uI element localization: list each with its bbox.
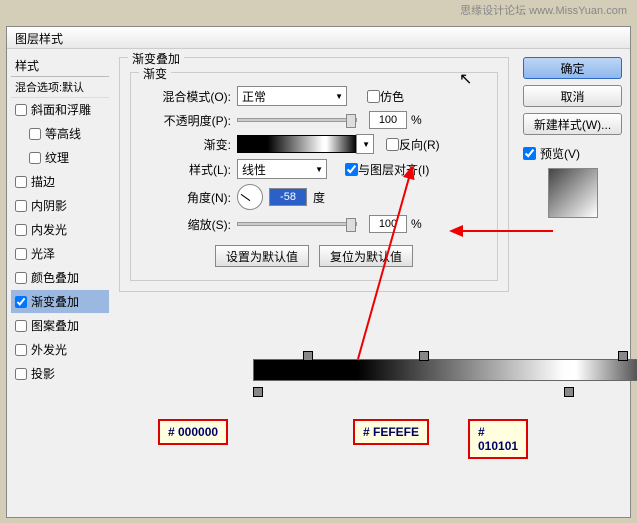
sidebar-item-投影[interactable]: 投影 (11, 362, 109, 386)
sidebar-item-内阴影[interactable]: 内阴影 (11, 194, 109, 218)
opacity-input[interactable] (369, 111, 407, 129)
reverse-checkbox[interactable]: 反向(R) (386, 136, 440, 153)
color-stop[interactable] (253, 387, 263, 397)
scale-input[interactable] (369, 215, 407, 233)
style-checkbox[interactable] (29, 128, 41, 140)
percent-label-2: % (411, 217, 422, 231)
preview-checkbox[interactable]: 预览(V) (523, 145, 622, 162)
color-stop[interactable] (564, 387, 574, 397)
style-label: 纹理 (45, 149, 69, 166)
right-panel: 确定 取消 新建样式(W)... 预览(V) (515, 49, 630, 517)
main-panel: 渐变叠加 渐变 混合模式(O): 正常 仿色 不透明度(P): % (113, 49, 515, 517)
style-checkbox[interactable] (15, 200, 27, 212)
new-style-button[interactable]: 新建样式(W)... (523, 113, 622, 135)
ok-button[interactable]: 确定 (523, 57, 622, 79)
gradient-editor-annotation (253, 359, 637, 389)
sidebar-item-外发光[interactable]: 外发光 (11, 338, 109, 362)
percent-label: % (411, 113, 422, 127)
style-label: 渐变叠加 (31, 293, 79, 310)
style-checkbox[interactable] (15, 248, 27, 260)
sidebar-item-内发光[interactable]: 内发光 (11, 218, 109, 242)
cancel-button[interactable]: 取消 (523, 85, 622, 107)
reset-default-button[interactable]: 复位为默认值 (319, 245, 413, 267)
align-checkbox[interactable]: 与图层对齐(I) (345, 161, 429, 178)
opacity-label: 不透明度(P): (141, 112, 231, 129)
dialog-content: 样式 混合选项:默认 斜面和浮雕等高线纹理描边内阴影内发光光泽颜色叠加渐变叠加图… (7, 49, 630, 517)
dither-checkbox[interactable]: 仿色 (367, 88, 404, 105)
sidebar-item-颜色叠加[interactable]: 颜色叠加 (11, 266, 109, 290)
style-label: 描边 (31, 173, 55, 190)
angle-label: 角度(N): (141, 189, 231, 206)
blend-mode-label: 混合模式(O): (141, 88, 231, 105)
gradient-picker[interactable] (237, 135, 357, 153)
inner-title: 渐变 (139, 65, 171, 82)
sidebar-item-等高线[interactable]: 等高线 (11, 122, 109, 146)
style-label: 图案叠加 (31, 317, 79, 334)
style-label: 样式(L): (141, 161, 231, 178)
scale-slider[interactable] (237, 222, 357, 226)
style-checkbox[interactable] (15, 368, 27, 380)
style-label: 颜色叠加 (31, 269, 79, 286)
style-label: 内发光 (31, 221, 67, 238)
preview-thumbnail (548, 168, 598, 218)
watermark-text: 思缘设计论坛 www.MissYuan.com (460, 2, 627, 18)
opacity-stop[interactable] (303, 351, 313, 361)
opacity-slider[interactable] (237, 118, 357, 122)
blend-mode-dropdown[interactable]: 正常 (237, 86, 347, 106)
sidebar-item-光泽[interactable]: 光泽 (11, 242, 109, 266)
dialog-title: 图层样式 (7, 27, 630, 49)
gradient-dropdown-arrow[interactable] (356, 134, 374, 154)
style-label: 光泽 (31, 245, 55, 262)
color-tag-2: # FEFEFE (353, 419, 429, 445)
style-label: 投影 (31, 365, 55, 382)
sidebar-item-渐变叠加[interactable]: 渐变叠加 (11, 290, 109, 314)
sidebar-item-图案叠加[interactable]: 图案叠加 (11, 314, 109, 338)
sidebar-item-描边[interactable]: 描边 (11, 170, 109, 194)
style-label: 斜面和浮雕 (31, 101, 91, 118)
sidebar-item-纹理[interactable]: 纹理 (11, 146, 109, 170)
degree-label: 度 (313, 189, 325, 206)
style-checkbox[interactable] (15, 104, 27, 116)
style-label: 外发光 (31, 341, 67, 358)
sidebar-item-斜面和浮雕[interactable]: 斜面和浮雕 (11, 98, 109, 122)
styles-sidebar: 样式 混合选项:默认 斜面和浮雕等高线纹理描边内阴影内发光光泽颜色叠加渐变叠加图… (7, 49, 113, 517)
sidebar-blend-options[interactable]: 混合选项:默认 (11, 77, 109, 98)
scale-label: 缩放(S): (141, 216, 231, 233)
style-label: 等高线 (45, 125, 81, 142)
style-checkbox[interactable] (15, 176, 27, 188)
style-checkbox[interactable] (15, 224, 27, 236)
gradient-bar[interactable] (253, 359, 637, 381)
style-checkbox[interactable] (15, 344, 27, 356)
color-tag-1: # 000000 (158, 419, 228, 445)
style-checkbox[interactable] (29, 152, 41, 164)
style-checkbox[interactable] (15, 272, 27, 284)
gradient-label: 渐变: (141, 136, 231, 153)
gradient-overlay-fieldset: 渐变叠加 渐变 混合模式(O): 正常 仿色 不透明度(P): % (119, 57, 509, 292)
style-dropdown[interactable]: 线性 (237, 159, 327, 179)
sidebar-header[interactable]: 样式 (11, 55, 109, 77)
color-tag-3: # 010101 (468, 419, 528, 459)
opacity-stop[interactable] (419, 351, 429, 361)
angle-input[interactable] (269, 188, 307, 206)
angle-wheel[interactable] (237, 184, 263, 210)
gradient-inner: 渐变 混合模式(O): 正常 仿色 不透明度(P): % 渐变: (130, 72, 498, 281)
layer-style-dialog: 图层样式 样式 混合选项:默认 斜面和浮雕等高线纹理描边内阴影内发光光泽颜色叠加… (6, 26, 631, 518)
set-default-button[interactable]: 设置为默认值 (215, 245, 309, 267)
style-label: 内阴影 (31, 197, 67, 214)
style-checkbox[interactable] (15, 296, 27, 308)
style-checkbox[interactable] (15, 320, 27, 332)
opacity-stop[interactable] (618, 351, 628, 361)
